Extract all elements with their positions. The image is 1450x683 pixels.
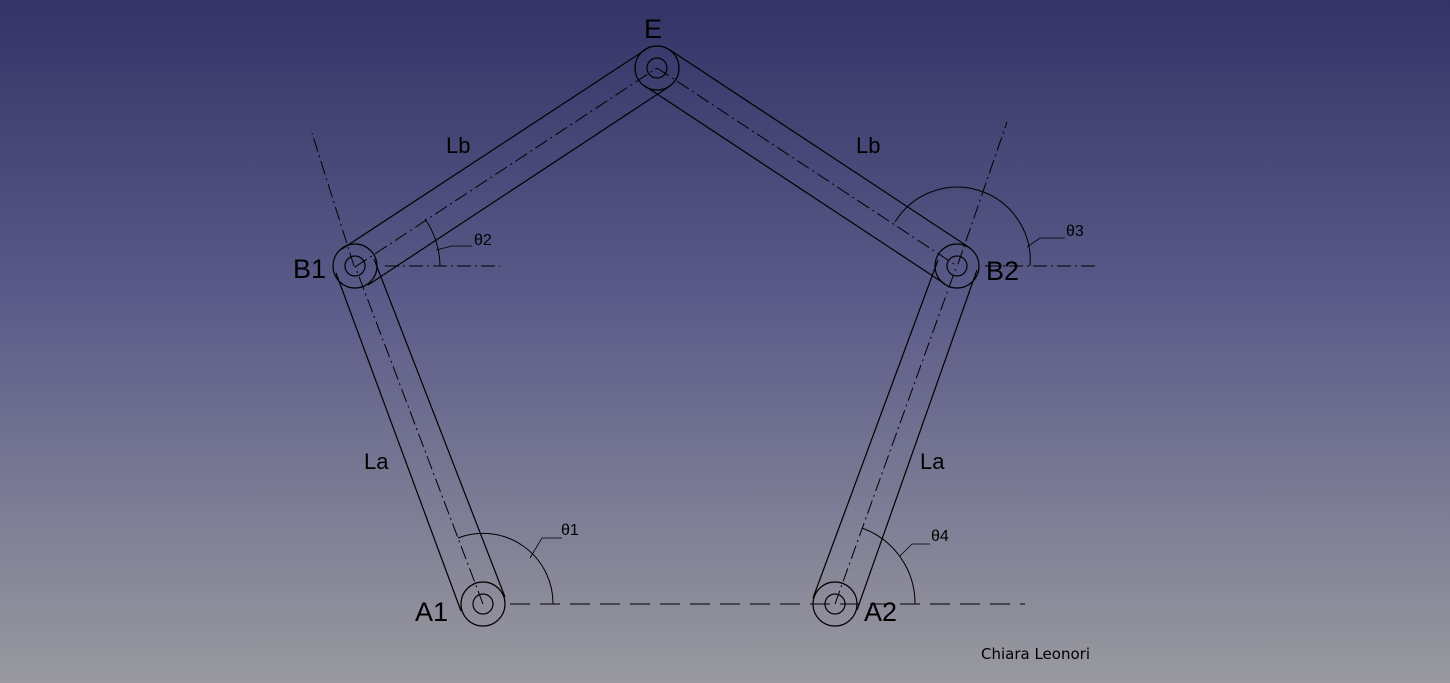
link-la-left	[335, 258, 506, 612]
theta2-arc	[424, 218, 441, 267]
angle-label-theta2: θ2	[474, 232, 492, 249]
link-lb-right	[644, 49, 971, 285]
theta2-leader	[435, 245, 472, 251]
link-label-lb-right: Lb	[856, 133, 880, 158]
link-la-right	[812, 259, 978, 611]
theta3-leader	[1026, 237, 1065, 248]
point-label-a2: A2	[864, 597, 897, 627]
point-label-b1: B1	[293, 254, 326, 284]
joint-b1	[332, 243, 378, 289]
link-label-lb-left: Lb	[446, 133, 470, 158]
author-signature: Chiara Leonori	[981, 645, 1090, 663]
joint-a1	[460, 581, 506, 627]
link-label-la-right: La	[920, 449, 945, 474]
angle-label-theta1: θ1	[561, 522, 579, 539]
theta4-arc	[861, 527, 916, 605]
joint-b2	[934, 243, 980, 289]
angle-label-theta3: θ3	[1066, 223, 1084, 240]
angle-label-theta4: θ4	[931, 528, 949, 545]
theta4-leader	[899, 543, 930, 557]
point-label-e: E	[644, 14, 662, 44]
link-lb-left	[341, 49, 671, 286]
b2-la-extension-line	[957, 121, 1008, 265]
theta1-leader	[529, 537, 562, 559]
theta3-arc	[894, 186, 1031, 267]
joint-a2	[812, 581, 858, 627]
point-label-b2: B2	[986, 256, 1019, 286]
point-label-a1: A1	[415, 597, 448, 627]
joint-e	[634, 45, 680, 91]
theta1-arc	[457, 532, 554, 605]
link-label-la-left: La	[364, 449, 389, 474]
b1-la-extension-line	[311, 132, 355, 267]
